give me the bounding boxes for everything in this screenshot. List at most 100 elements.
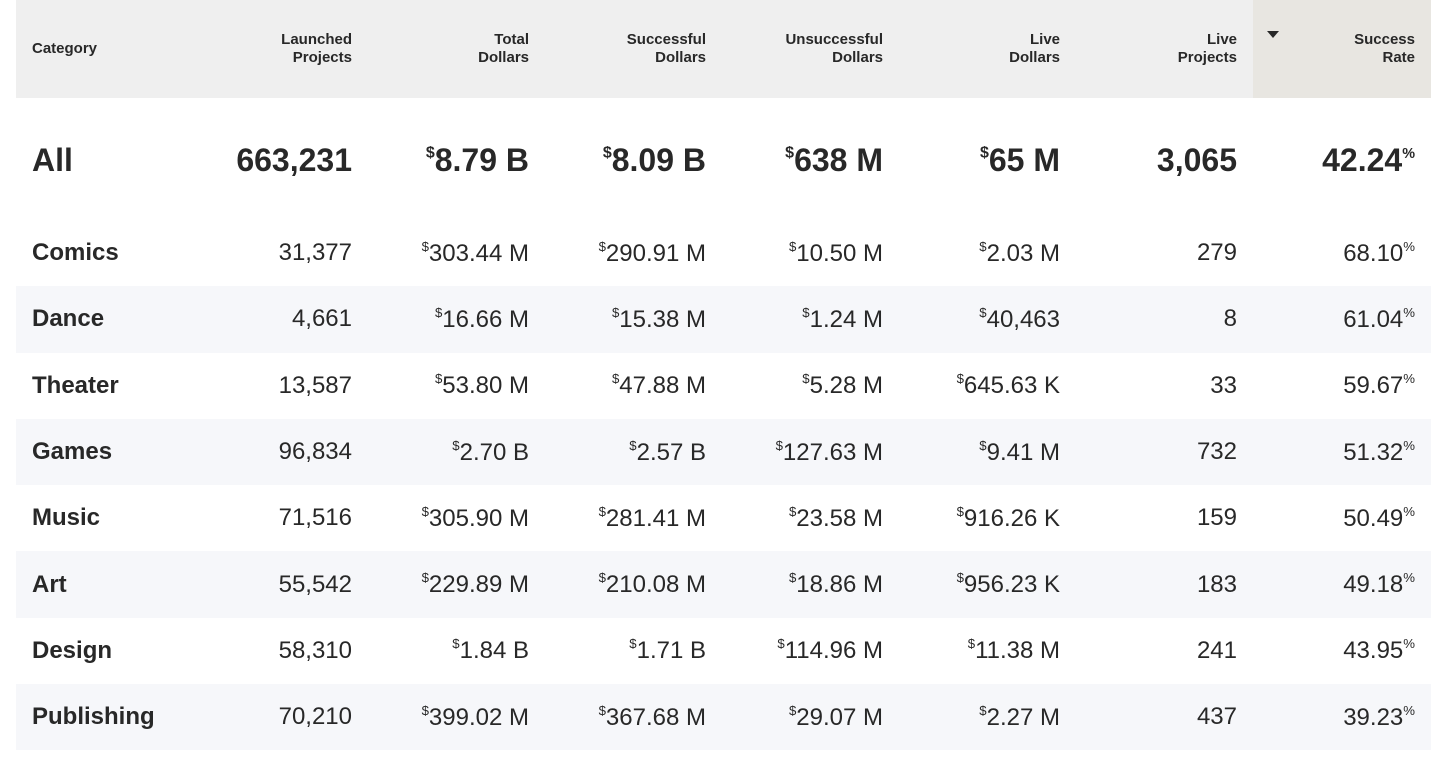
- launched-projects-cell: 4,661: [191, 305, 368, 333]
- unsuccessful-dollars-cell: $5.28 M: [722, 371, 899, 400]
- table-row[interactable]: Dance 4,661 $16.66 M $15.38 M $1.24 M $40,463…: [16, 286, 1431, 353]
- header-label: Dollars: [1009, 49, 1060, 66]
- currency-symbol: $: [802, 305, 810, 320]
- value: 10.50 M: [796, 239, 883, 267]
- header-label: Total: [494, 31, 529, 48]
- value: Art: [32, 570, 67, 598]
- launched-projects-cell: 96,834: [191, 438, 368, 466]
- value: 114.96 M: [784, 637, 883, 665]
- header-label: Live: [1206, 31, 1237, 48]
- live-dollars-cell: $11.38 M: [899, 636, 1076, 665]
- currency-symbol: $: [802, 371, 810, 387]
- header-live-dollars[interactable]: Live Dollars: [899, 0, 1076, 98]
- live-projects-cell: 279: [1076, 239, 1253, 267]
- header-success-rate[interactable]: Success Rate: [1253, 0, 1431, 98]
- header-label: Projects: [292, 49, 352, 66]
- value: 11.38 M: [975, 637, 1060, 665]
- success-rate-cell: 49.18%: [1253, 570, 1431, 599]
- table-header: Category Launched Projects Total Dollars S…: [16, 0, 1431, 98]
- header-successful-dollars[interactable]: Successful Dollars: [545, 0, 722, 98]
- currency-symbol: $: [979, 702, 987, 718]
- table-row[interactable]: Art 55,542 $229.89 M $210.08 M $18.86 M $956.…: [16, 551, 1431, 618]
- value: 13,587: [278, 371, 352, 399]
- value: 47.88 M: [619, 372, 706, 400]
- header-category[interactable]: Category: [16, 0, 191, 98]
- unsuccessful-dollars-cell: $114.96 M: [722, 636, 899, 665]
- header-live-projects[interactable]: Live Projects: [1076, 0, 1253, 98]
- value: 2.03 M: [986, 239, 1060, 267]
- value: 71,516: [278, 504, 352, 532]
- header-launched-projects[interactable]: Launched Projects: [191, 0, 368, 98]
- success-rate-cell: 59.67%: [1253, 371, 1431, 400]
- value: 51.32: [1343, 438, 1404, 466]
- table-row[interactable]: Games 96,834 $2.70 B $2.57 B $127.63 M $9.41 …: [16, 418, 1431, 486]
- value: Dance: [32, 305, 105, 333]
- header-unsuccessful-dollars[interactable]: Unsuccessful Dollars: [722, 0, 899, 98]
- launched-projects-cell: 31,377: [191, 239, 368, 267]
- table-row[interactable]: Comics 31,377 $303.44 M $290.91 M $10.50 M $2…: [16, 220, 1431, 286]
- currency-symbol: $: [979, 437, 987, 453]
- value: 39.23: [1343, 703, 1404, 731]
- currency-symbol: $: [598, 238, 606, 254]
- success-rate-cell: 51.32%: [1253, 438, 1431, 467]
- percent-symbol: %: [1402, 145, 1415, 162]
- category-cell: Music: [16, 504, 191, 532]
- unsuccessful-dollars-cell: $29.07 M: [722, 703, 899, 732]
- total-dollars-cell: $8.79 B: [368, 140, 545, 179]
- sort-descending-icon[interactable]: [1267, 31, 1279, 38]
- success-rate-cell: 43.95%: [1253, 636, 1431, 665]
- header-label: Rate: [1382, 49, 1415, 66]
- successful-dollars-cell: $15.38 M: [545, 305, 722, 334]
- table-row[interactable]: Music 71,516 $305.90 M $281.41 M $23.58 M $91…: [16, 485, 1431, 551]
- value: 2.70 B: [459, 438, 529, 466]
- percent-symbol: %: [1403, 636, 1415, 652]
- value: 70,210: [278, 703, 352, 731]
- table-row[interactable]: Design 58,310 $1.84 B $1.71 B $114.96 M $11.3…: [16, 618, 1431, 684]
- value: 5.28 M: [809, 372, 883, 400]
- category-cell: Comics: [16, 239, 191, 267]
- value: 31,377: [278, 239, 352, 267]
- value: 16.66 M: [442, 305, 529, 333]
- header-total-dollars[interactable]: Total Dollars: [368, 0, 545, 98]
- live-dollars-cell: $2.27 M: [899, 703, 1076, 732]
- category-cell: Games: [16, 438, 191, 466]
- unsuccessful-dollars-cell: $10.50 M: [722, 239, 899, 268]
- value: 43.95: [1343, 637, 1404, 665]
- value: 732: [1196, 438, 1237, 466]
- live-projects-cell: 33: [1076, 372, 1253, 400]
- successful-dollars-cell: $1.71 B: [545, 636, 722, 665]
- live-dollars-cell: $9.41 M: [899, 438, 1076, 467]
- success-rate-cell: 39.23%: [1253, 703, 1431, 732]
- percent-symbol: %: [1403, 371, 1415, 387]
- value: 1.71 B: [636, 637, 706, 665]
- currency-symbol: $: [979, 238, 987, 254]
- value: 159: [1196, 504, 1237, 532]
- live-dollars-cell: $2.03 M: [899, 239, 1076, 268]
- live-projects-cell: 183: [1076, 571, 1253, 599]
- percent-symbol: %: [1403, 702, 1415, 718]
- value: 399.02 M: [428, 703, 529, 731]
- currency-symbol: $: [785, 143, 795, 161]
- header-label: Launched: [281, 31, 352, 48]
- value: 40,463: [986, 305, 1060, 333]
- currency-symbol: $: [611, 305, 620, 320]
- value: 9.41 M: [986, 438, 1060, 466]
- value: 96,834: [278, 438, 352, 466]
- category-rows: Comics 31,377 $303.44 M $290.91 M $10.50 M $2…: [16, 220, 1431, 751]
- value: 1.84 B: [459, 637, 529, 665]
- value: 210.08 M: [605, 571, 706, 599]
- value: 59.67: [1343, 372, 1404, 400]
- value: 65 M: [988, 141, 1060, 178]
- currency-symbol: $: [979, 143, 989, 161]
- value: 916.26 K: [963, 504, 1060, 532]
- value: 367.68 M: [605, 703, 706, 731]
- table-row[interactable]: Publishing 70,210 $399.02 M $367.68 M $29.07…: [16, 684, 1431, 751]
- table-row[interactable]: Theater 13,587 $53.80 M $47.88 M $5.28 M $645…: [16, 353, 1431, 419]
- successful-dollars-cell: $281.41 M: [545, 504, 722, 533]
- total-dollars-cell: $16.66 M: [368, 305, 545, 334]
- unsuccessful-dollars-cell: $18.86 M: [722, 570, 899, 599]
- value: 33: [1210, 371, 1237, 399]
- value: 29.07 M: [796, 703, 883, 731]
- launched-projects-cell: 55,542: [191, 571, 368, 599]
- category-cell: Art: [16, 571, 191, 599]
